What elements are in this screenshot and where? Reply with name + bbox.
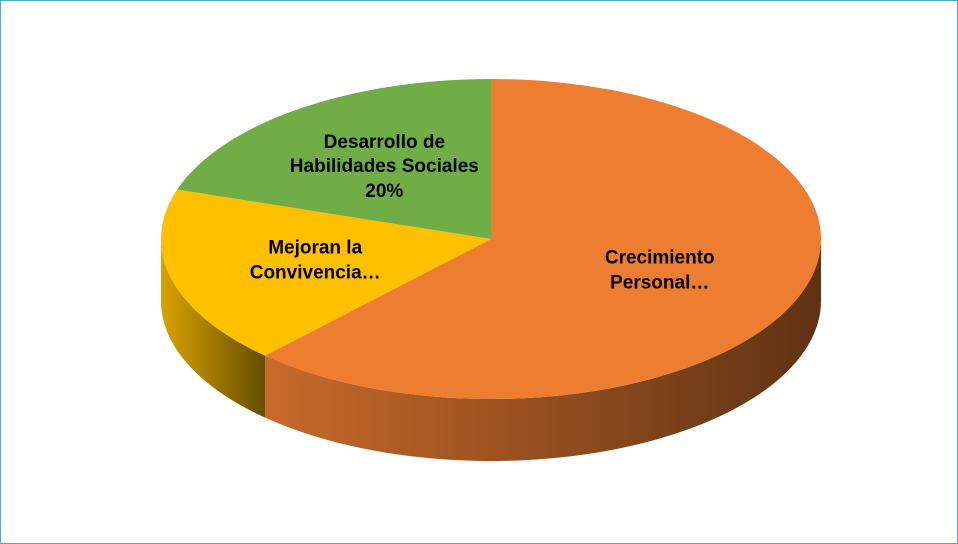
- data-label: Crecimiento Personal…: [575, 247, 745, 296]
- data-label: Mejoran la Convivencia…: [220, 236, 410, 285]
- pie-slice: [161, 189, 491, 356]
- pie-slice: [177, 78, 491, 239]
- category-label: Crecimiento Personal…: [604, 247, 715, 294]
- data-label: Desarrollo de Habilidades Sociales 20%: [269, 131, 499, 205]
- pie-slice: [265, 79, 821, 399]
- value-label: 20%: [365, 181, 404, 203]
- pie-side: [265, 239, 821, 461]
- pie-side: [161, 239, 266, 418]
- category-label: Mejoran la Convivencia…: [249, 237, 381, 283]
- category-label: Desarrollo de Habilidades Sociales: [289, 131, 479, 178]
